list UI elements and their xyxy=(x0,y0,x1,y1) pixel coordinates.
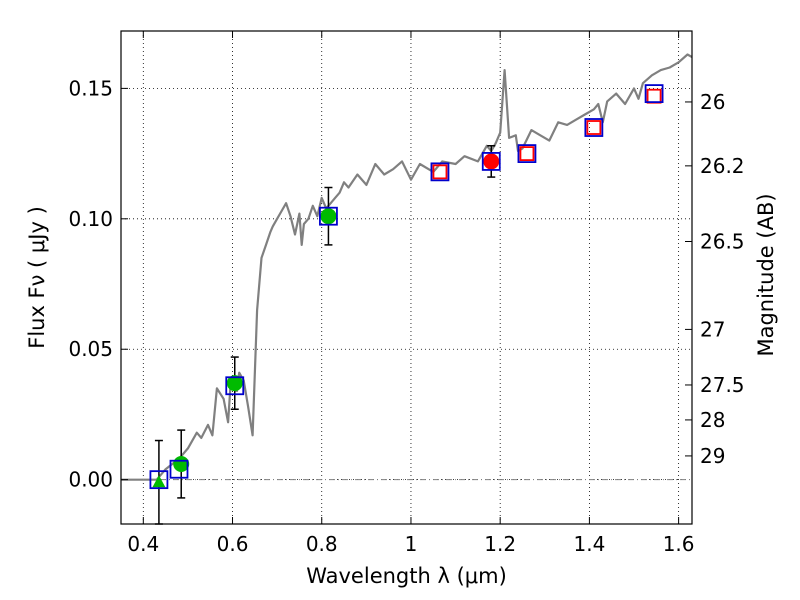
data-markers xyxy=(149,84,664,490)
data-point-red-open-squares xyxy=(432,164,448,180)
spectrum-group xyxy=(121,53,693,481)
data-point-blue-model-squares xyxy=(149,470,169,490)
data-point-blue-model-squares xyxy=(644,84,664,104)
right-axis-title: Magnitude (AB) xyxy=(754,193,778,356)
data-point-blue-model-squares xyxy=(225,376,245,396)
x-tick-label: 1.2 xyxy=(484,532,516,556)
right-tick-label: 26.2 xyxy=(700,154,745,178)
x-ticks: 0.4 0.6 0.8 1 1.2 1.4 1.6 xyxy=(127,31,695,556)
spectrum-line xyxy=(121,53,693,481)
data-point-green-points xyxy=(173,456,190,473)
data-point-blue-model-squares xyxy=(584,118,604,137)
right-magnitude-ticks: 26 26.2 26.5 27 27.5 28 29 xyxy=(685,90,745,468)
x-tick-label: 0.6 xyxy=(217,532,249,556)
right-tick-label: 26 xyxy=(700,90,725,114)
x-tick-label: 0.8 xyxy=(306,532,338,556)
right-tick-label: 29 xyxy=(700,444,725,468)
right-tick-label: 27.5 xyxy=(700,373,745,397)
data-point-green-triangle xyxy=(152,475,166,488)
data-point-red-open-squares xyxy=(586,120,602,135)
x-tick-label: 1 xyxy=(405,532,418,556)
data-point-blue-model-squares xyxy=(319,206,338,226)
x-axis-title: Wavelength λ (μm) xyxy=(306,564,507,588)
plot-frame xyxy=(120,30,693,525)
data-point-blue-model-squares xyxy=(517,144,537,163)
y-ticks: 0.00 0.05 0.10 0.15 xyxy=(68,76,128,492)
data-point-green-points xyxy=(226,375,243,392)
data-point-red-point xyxy=(483,153,500,170)
y-axis-title: Flux Fν ( μJy ) xyxy=(25,206,49,349)
right-tick-label: 28 xyxy=(700,408,725,432)
y-tick-label: 0.10 xyxy=(68,207,113,231)
data-point-blue-model-squares xyxy=(169,459,189,479)
data-point-red-open-squares xyxy=(519,146,535,161)
y-tick-label: 0.00 xyxy=(68,468,113,492)
y-tick-label: 0.15 xyxy=(68,76,113,100)
right-tick-label: 26.5 xyxy=(700,230,745,254)
data-point-blue-model-squares xyxy=(481,152,501,171)
data-point-blue-model-squares xyxy=(430,162,450,182)
right-tick-label: 27 xyxy=(700,317,725,341)
x-tick-label: 1.4 xyxy=(573,532,605,556)
x-tick-label: 1.6 xyxy=(663,532,695,556)
y-tick-label: 0.05 xyxy=(68,337,113,361)
data-point-green-points xyxy=(320,208,337,225)
x-tick-label: 0.4 xyxy=(127,532,159,556)
